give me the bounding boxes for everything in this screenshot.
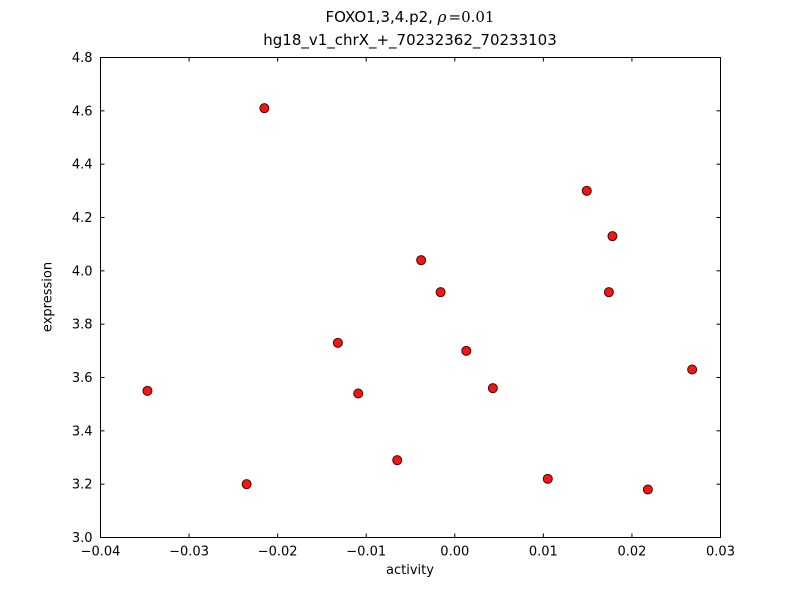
data-point: [581, 185, 592, 196]
data-point: [392, 455, 403, 466]
y-tick-label: 3.4: [72, 424, 93, 439]
chart-title-text: FOXO1,3,4.p2,: [325, 8, 438, 26]
x-axis-label: activity: [386, 563, 434, 578]
y-tick-label: 3.2: [72, 478, 93, 493]
data-point: [461, 345, 472, 356]
data-point: [435, 287, 446, 298]
y-tick-label: 4.8: [72, 51, 93, 66]
y-tick-label: 4.6: [72, 104, 93, 119]
data-point: [687, 364, 698, 375]
x-tick-label: −0.02: [258, 545, 298, 560]
axes-frame: [100, 57, 721, 538]
x-tick-label: 0.00: [440, 545, 469, 560]
data-point: [416, 255, 427, 266]
rho-symbol: ρ: [437, 8, 447, 26]
data-point: [603, 287, 614, 298]
data-point: [353, 388, 364, 399]
rho-value: =0.01: [448, 8, 495, 26]
x-tick-label: −0.04: [81, 545, 121, 560]
chart-title: FOXO1,3,4.p2, ρ =0.01: [100, 8, 720, 26]
data-point: [142, 385, 153, 396]
x-tick-label: −0.03: [169, 545, 209, 560]
data-point: [607, 231, 618, 242]
data-point: [642, 484, 653, 495]
y-tick-label: 4.0: [72, 264, 93, 279]
y-tick-label: 3.6: [72, 371, 93, 386]
data-point: [332, 337, 343, 348]
y-tick-label: 4.2: [72, 211, 93, 226]
x-tick-label: −0.01: [346, 545, 386, 560]
y-tick-label: 3.8: [72, 318, 93, 333]
data-point: [487, 383, 498, 394]
x-tick-label: 0.02: [617, 545, 646, 560]
data-point: [542, 473, 553, 484]
data-point: [259, 103, 270, 114]
data-point: [241, 479, 252, 490]
y-tick-label: 4.4: [72, 158, 93, 173]
x-tick-label: 0.03: [706, 545, 735, 560]
chart-subtitle: hg18_v1_chrX_+_70232362_70233103: [263, 31, 557, 49]
x-tick-label: 0.01: [529, 545, 558, 560]
y-tick-label: 3.0: [72, 531, 93, 546]
